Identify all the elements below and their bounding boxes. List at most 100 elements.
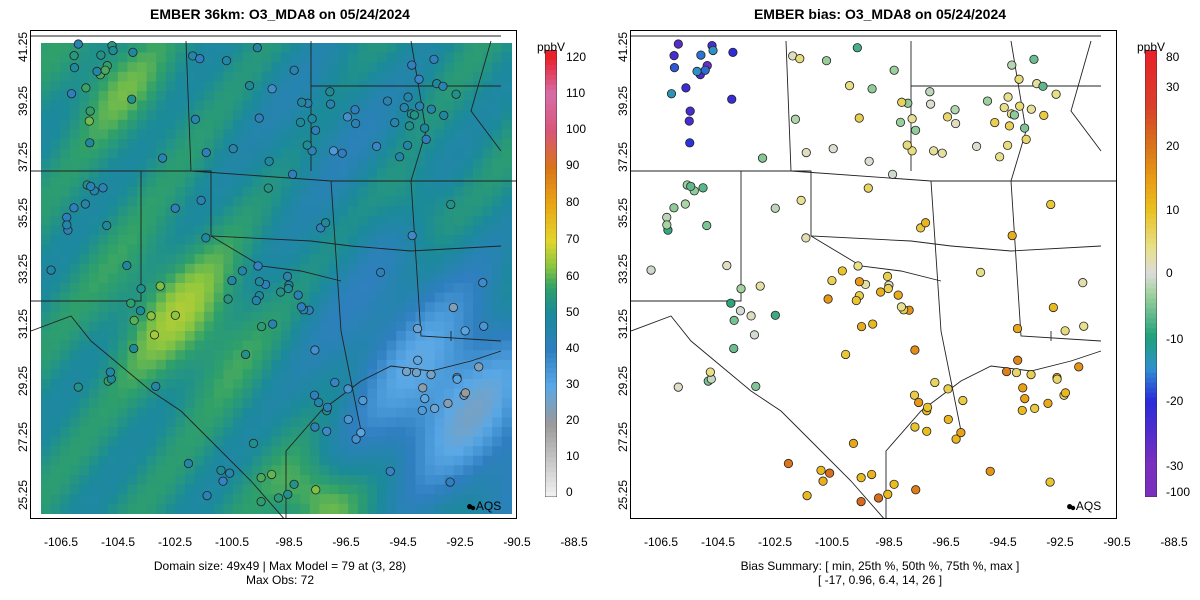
model-grid-cell xyxy=(165,369,176,380)
aqs-station xyxy=(883,283,893,294)
model-grid-cell xyxy=(348,71,359,82)
model-grid-cell xyxy=(233,100,244,111)
aqs-station xyxy=(390,117,400,128)
model-grid-cell xyxy=(281,100,292,111)
model-grid-cell xyxy=(300,215,311,226)
model-grid-cell xyxy=(117,436,128,447)
model-grid-cell xyxy=(233,494,244,505)
model-grid-cell xyxy=(405,43,416,54)
model-grid-cell xyxy=(492,369,503,380)
model-grid-cell xyxy=(309,427,320,438)
model-grid-cell xyxy=(60,359,71,370)
model-grid-cell xyxy=(415,254,426,265)
model-grid-cell xyxy=(117,91,128,102)
model-grid-cell xyxy=(50,263,61,274)
model-grid-cell xyxy=(482,359,493,370)
aqs-station xyxy=(268,319,278,329)
model-grid-cell xyxy=(185,359,196,370)
model-grid-cell xyxy=(69,340,80,351)
aqs-station xyxy=(928,146,939,156)
model-grid-cell xyxy=(223,43,234,54)
model-grid-cell xyxy=(463,436,474,447)
model-grid-cell xyxy=(137,359,148,370)
model-grid-cell xyxy=(127,215,138,226)
model-grid-cell xyxy=(357,52,368,63)
model-grid-cell xyxy=(319,244,330,255)
aqs-station xyxy=(289,479,299,489)
aqs-station xyxy=(417,405,427,416)
model-grid-cell xyxy=(434,503,445,514)
model-grid-cell xyxy=(473,475,484,486)
model-grid-cell xyxy=(444,235,455,246)
model-grid-cell xyxy=(300,263,311,274)
model-grid-cell xyxy=(108,206,119,217)
model-grid-cell xyxy=(367,235,378,246)
colorbar-segment xyxy=(545,432,557,438)
aqs-station xyxy=(893,290,903,300)
model-grid-cell xyxy=(175,350,186,361)
aqs-station xyxy=(950,105,960,115)
model-grid-cell xyxy=(50,446,61,457)
model-grid-cell xyxy=(252,177,263,188)
model-grid-cell xyxy=(60,263,71,274)
model-grid-cell xyxy=(127,436,138,447)
model-grid-cell xyxy=(204,110,215,121)
model-grid-cell xyxy=(98,503,109,514)
model-grid-cell xyxy=(501,254,512,265)
model-grid-cell xyxy=(271,283,282,294)
model-grid-cell xyxy=(405,446,416,457)
model-grid-cell xyxy=(69,494,80,505)
model-grid-cell xyxy=(213,446,224,457)
model-grid-cell xyxy=(252,254,263,265)
colorbar-tick-label: 110 xyxy=(566,86,586,100)
model-grid-cell xyxy=(357,158,368,169)
model-map-frame xyxy=(30,30,517,519)
model-grid-cell xyxy=(357,475,368,486)
model-grid-cell xyxy=(300,283,311,294)
aqs-station xyxy=(1078,278,1088,288)
model-grid-cell xyxy=(175,398,186,409)
state-border xyxy=(785,40,792,172)
model-grid-cell xyxy=(434,455,445,466)
colorbar-segment xyxy=(1145,189,1157,195)
aqs-station xyxy=(136,284,146,294)
model-grid-cell xyxy=(377,196,388,207)
aqs-station xyxy=(325,99,336,109)
model-grid-cell xyxy=(175,52,186,63)
colorbar-segment xyxy=(545,382,557,389)
model-grid-cell xyxy=(425,475,436,486)
model-grid-cell xyxy=(146,436,157,447)
aqs-station xyxy=(375,267,386,277)
model-grid-cell xyxy=(492,177,503,188)
aqs-station xyxy=(867,84,877,94)
model-grid-cell xyxy=(165,71,176,82)
model-grid-cell xyxy=(60,311,71,322)
model-grid-cell xyxy=(396,311,407,322)
colorbar-segment xyxy=(545,323,557,329)
model-grid-cell xyxy=(434,100,445,111)
model-grid-cell xyxy=(434,350,445,361)
model-grid-cell xyxy=(60,110,71,121)
model-grid-cell xyxy=(290,398,301,409)
model-grid-cell xyxy=(453,292,464,303)
model-grid-cell xyxy=(367,494,378,505)
model-grid-cell xyxy=(165,455,176,466)
aqs-station xyxy=(351,118,361,129)
model-grid-cell xyxy=(146,81,157,92)
model-grid-cell xyxy=(242,292,253,303)
model-grid-cell xyxy=(233,292,244,303)
model-grid-cell xyxy=(281,196,292,207)
model-grid-cell xyxy=(79,110,90,121)
model-grid-cell xyxy=(213,81,224,92)
model-grid-cell xyxy=(89,52,100,63)
model-grid-cell xyxy=(79,494,90,505)
model-grid-cell xyxy=(117,110,128,121)
model-grid-cell xyxy=(50,235,61,246)
model-grid-cell xyxy=(386,62,397,73)
colorbar-segment xyxy=(1145,422,1157,428)
colorbar-segment xyxy=(1145,179,1157,185)
colorbar-segment xyxy=(545,263,557,270)
model-grid-cell xyxy=(175,388,186,399)
model-grid-cell xyxy=(89,503,100,514)
model-grid-cell xyxy=(415,244,426,255)
